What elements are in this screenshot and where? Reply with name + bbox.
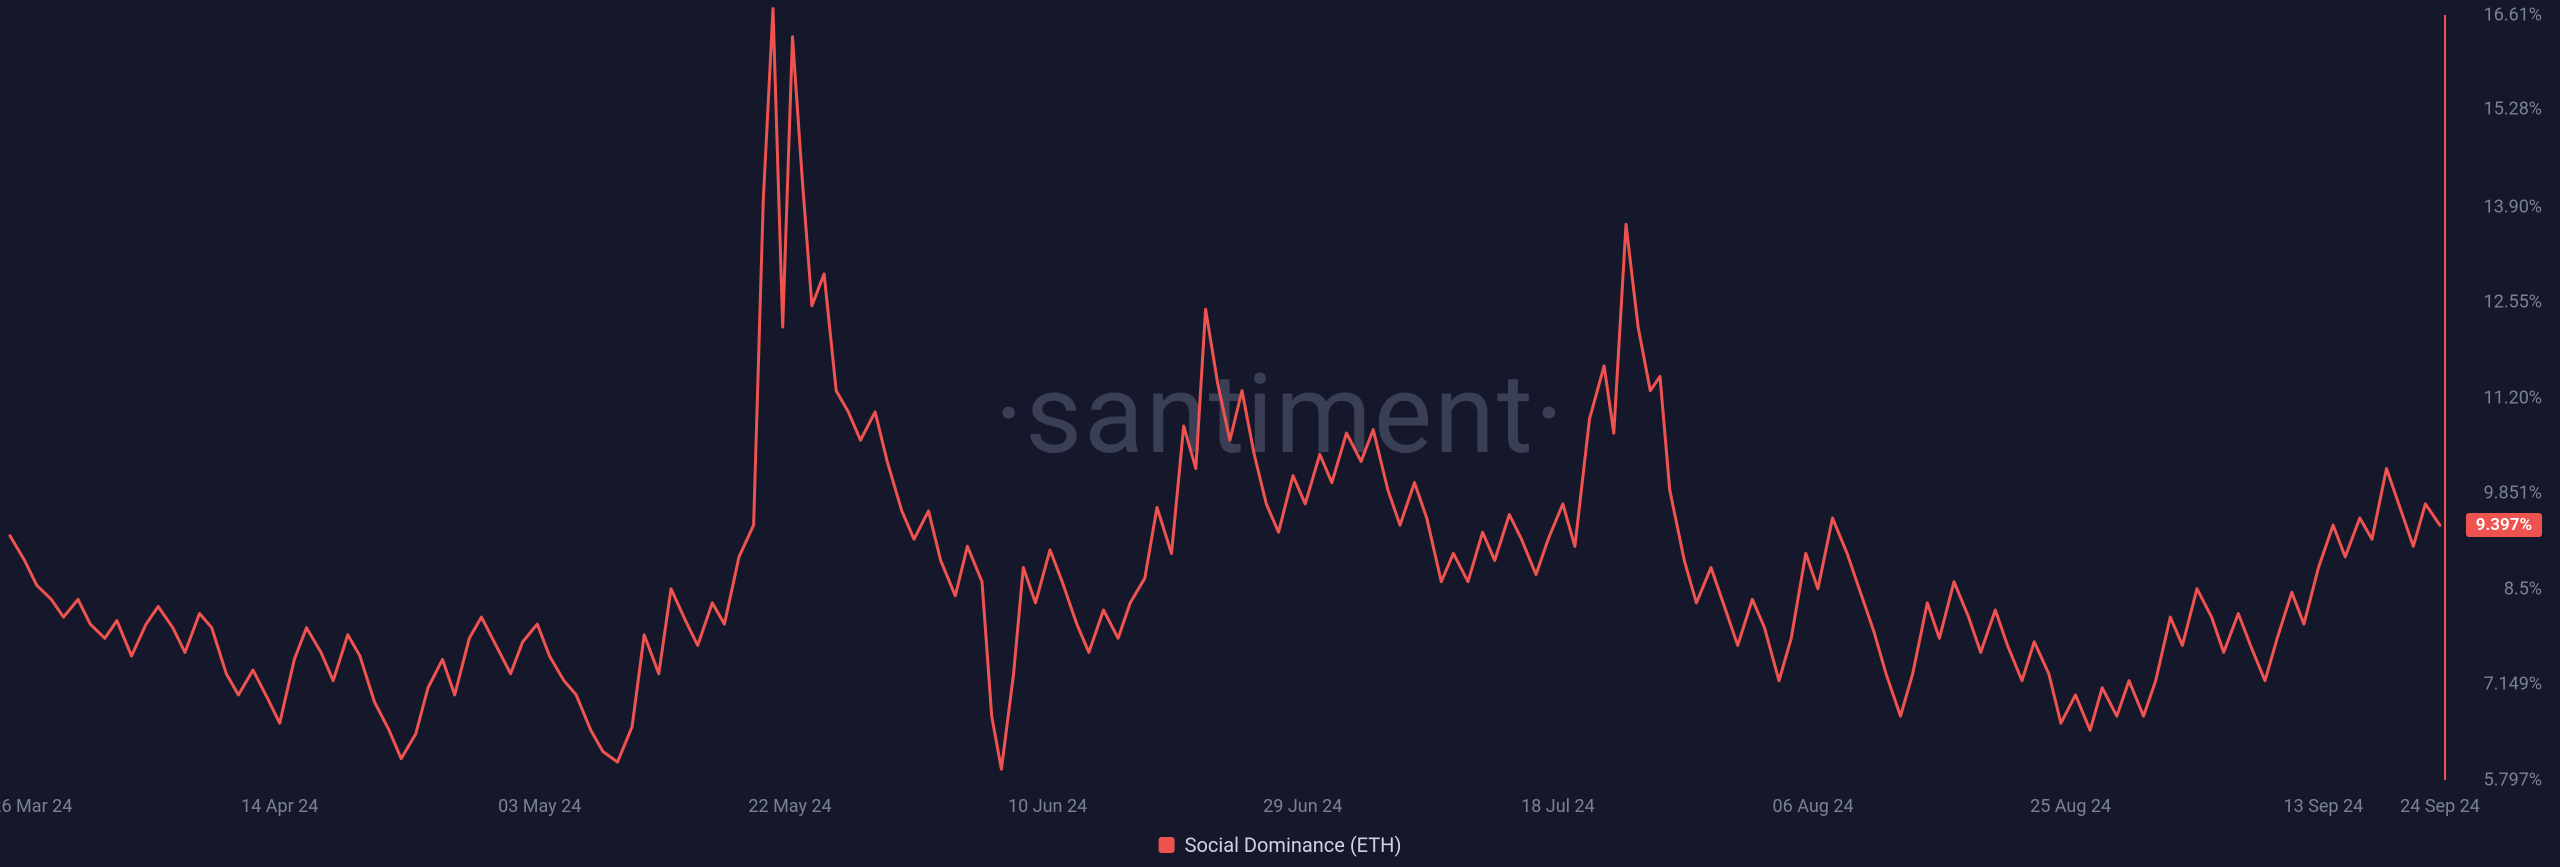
y-tick-label: 7.149% (2484, 674, 2542, 695)
y-tick-label: 5.797% (2484, 770, 2542, 791)
x-tick-label: 13 Sep 24 (2283, 796, 2363, 817)
x-tick-label: 03 May 24 (498, 796, 581, 817)
y-tick-label: 11.20% (2484, 387, 2542, 408)
y-tick-label: 15.28% (2484, 99, 2542, 120)
legend-swatch (1159, 837, 1175, 853)
x-tick-label: 14 Apr 24 (241, 796, 318, 817)
legend-label: Social Dominance (ETH) (1185, 833, 1402, 857)
x-tick-label: 25 Aug 24 (2030, 796, 2111, 817)
current-value-text: 9.397% (2476, 515, 2532, 535)
x-tick-label: 10 Jun 24 (1008, 796, 1087, 817)
x-tick-label: 06 Aug 24 (1773, 796, 1854, 817)
y-tick-label: 8.5% (2504, 578, 2542, 599)
current-value-badge: 9.397% (2466, 513, 2542, 537)
legend[interactable]: Social Dominance (ETH) (1159, 833, 1402, 857)
y-tick-label: 16.61% (2484, 5, 2542, 26)
y-tick-label: 12.55% (2484, 292, 2542, 313)
line-chart-svg (0, 0, 2560, 867)
y-tick-label: 9.851% (2484, 483, 2542, 504)
series-line (10, 9, 2440, 770)
x-tick-label: 26 Mar 24 (0, 796, 72, 817)
x-tick-label: 22 May 24 (748, 796, 831, 817)
x-tick-label: 29 Jun 24 (1263, 796, 1342, 817)
chart-container: ·santiment· 16.61%15.28%13.90%12.55%11.2… (0, 0, 2560, 867)
x-tick-label: 24 Sep 24 (2400, 796, 2480, 817)
y-tick-label: 13.90% (2484, 196, 2542, 217)
x-tick-label: 18 Jul 24 (1521, 796, 1595, 817)
